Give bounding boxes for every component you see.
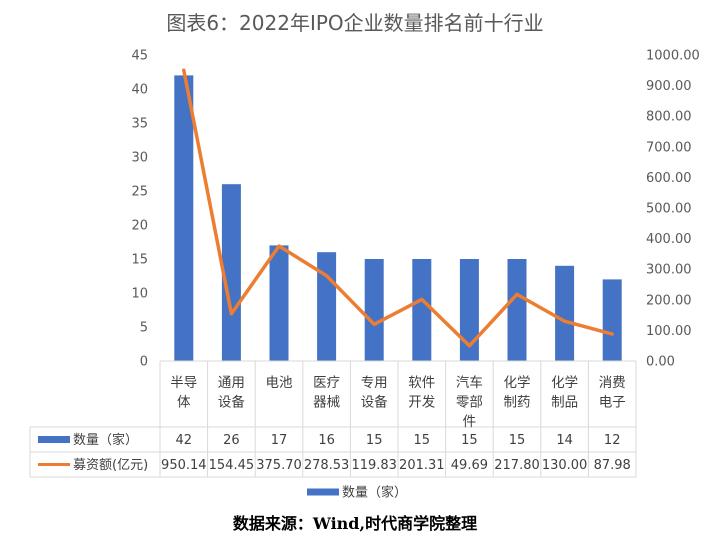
- bar: [412, 259, 432, 361]
- line-point: [182, 68, 186, 72]
- bar: [269, 245, 289, 361]
- y-left-tick-label: 45: [131, 49, 148, 64]
- data-label: 217.80: [494, 458, 540, 473]
- data-label: 12: [604, 433, 621, 448]
- line-point: [563, 319, 567, 323]
- x-tick-label: 消费电子: [599, 375, 626, 411]
- data-label: 14: [556, 433, 573, 448]
- chart-title: 图表6：2022年IPO企业数量排名前十行业: [166, 11, 543, 35]
- y-left-tick-label: 35: [131, 117, 148, 132]
- y-left-tick-label: 25: [131, 185, 148, 200]
- y-left-tick-label: 15: [131, 253, 148, 268]
- x-tick-label: 电池: [266, 375, 293, 391]
- y-right-tick-label: 700.00: [646, 140, 692, 155]
- y-right-tick-label: 600.00: [646, 171, 692, 186]
- y-left-tick-label: 5: [140, 321, 148, 336]
- y-right-tick-label: 500.00: [646, 202, 692, 217]
- data-label: 278.53: [304, 458, 350, 473]
- table-key-bar: [38, 436, 70, 443]
- y-left-tick-label: 10: [131, 287, 148, 302]
- y-right-tick-label: 1000.00: [646, 49, 700, 64]
- data-label: 950.14: [161, 458, 207, 473]
- x-tick-label: 化学制药: [504, 375, 531, 411]
- bar: [174, 75, 194, 362]
- data-label: 154.45: [209, 458, 255, 473]
- bar: [459, 259, 479, 361]
- y-left-tick-label: 0: [140, 355, 148, 370]
- line-point: [229, 312, 233, 316]
- data-label: 26: [223, 433, 240, 448]
- line-point: [420, 297, 424, 301]
- y-right-tick-label: 300.00: [646, 263, 692, 278]
- x-tick-label: 软件开发: [408, 375, 435, 411]
- data-label: 87.98: [594, 458, 631, 473]
- bar: [555, 265, 575, 361]
- data-label: 16: [318, 433, 335, 448]
- line-point: [515, 292, 519, 296]
- line-series: [182, 68, 614, 348]
- line-point: [277, 244, 281, 248]
- data-label: 130.00: [542, 458, 588, 473]
- data-label: 42: [176, 433, 193, 448]
- table-row-header: 数量（家）: [73, 432, 138, 448]
- y-left-tick-label: 30: [131, 151, 148, 166]
- line-point: [372, 322, 376, 326]
- y-right-tick-label: 800.00: [646, 110, 692, 125]
- bar-series: [174, 75, 622, 362]
- data-label: 201.31: [399, 458, 445, 473]
- bar: [602, 279, 622, 361]
- x-tick-label: 化学制品: [551, 375, 578, 411]
- data-label: 15: [461, 433, 478, 448]
- data-label: 375.70: [256, 458, 302, 473]
- bar: [507, 259, 527, 361]
- legend-label: 数量（家）: [342, 485, 407, 501]
- source-note: 数据来源：Wind,时代商学院整理: [233, 514, 477, 533]
- y-axis-left: 0 5 10 15 20 25 30 35 40 45: [131, 49, 148, 370]
- legend-key-bar: [307, 488, 339, 496]
- y-right-tick-label: 0.00: [646, 355, 675, 370]
- x-tick-label: 通用设备: [218, 375, 245, 411]
- y-right-tick-label: 100.00: [646, 324, 692, 339]
- data-label: 119.83: [351, 458, 397, 473]
- y-axis-right: 0.00 100.00 200.00 300.00 400.00 500.00 600.00…: [646, 49, 700, 370]
- bar: [364, 259, 384, 361]
- data-label: 15: [509, 433, 526, 448]
- legend: 数量（家）: [307, 485, 407, 501]
- y-left-tick-label: 20: [131, 219, 148, 234]
- data-label: 17: [271, 433, 288, 448]
- x-tick-label: 汽车零部件: [456, 374, 483, 430]
- y-right-tick-label: 200.00: [646, 293, 692, 308]
- bar: [317, 252, 337, 361]
- line-point: [325, 274, 329, 278]
- line-point: [467, 344, 471, 348]
- x-tick-label: 专用设备: [361, 375, 388, 411]
- x-tick-label: 医疗器械: [313, 375, 340, 411]
- table-row-header: 募资额(亿元): [73, 458, 148, 473]
- data-label: 15: [366, 433, 383, 448]
- data-label: 49.69: [451, 458, 488, 473]
- data-label: 15: [414, 433, 431, 448]
- y-right-tick-label: 900.00: [646, 79, 692, 94]
- y-left-tick-label: 40: [131, 83, 148, 98]
- line-path: [182, 68, 614, 348]
- line-point: [610, 332, 614, 336]
- y-right-tick-label: 400.00: [646, 232, 692, 247]
- bar: [221, 184, 241, 361]
- x-tick-label: 半导体: [170, 375, 197, 411]
